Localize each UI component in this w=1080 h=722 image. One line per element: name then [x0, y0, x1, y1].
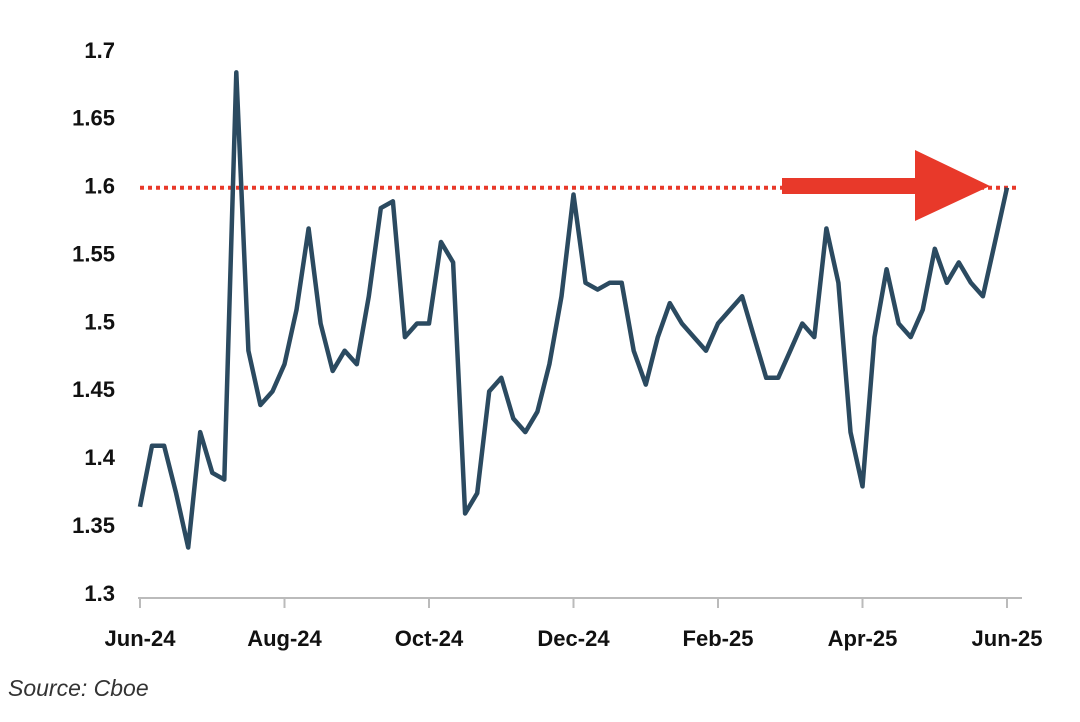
- x-tick-label: Dec-24: [537, 626, 610, 651]
- data-line: [137, 70, 1010, 550]
- x-tick-label: Jun-24: [105, 626, 177, 651]
- x-tick-label: Oct-24: [395, 626, 464, 651]
- x-tick-label: Feb-25: [683, 626, 754, 651]
- y-tick-label: 1.65: [72, 106, 115, 131]
- y-tick-label: 1.5: [84, 309, 115, 334]
- arrow: [782, 150, 990, 221]
- y-tick-label: 1.7: [84, 38, 115, 63]
- x-tick-label: Apr-25: [828, 626, 898, 651]
- y-tick-label: 1.55: [72, 241, 115, 266]
- y-tick-label: 1.4: [84, 445, 115, 470]
- y-tick-label: 1.6: [84, 174, 115, 199]
- x-tick-label: Aug-24: [247, 626, 322, 651]
- source: Source: Cboe: [8, 675, 149, 701]
- y-tick-label: 1.45: [72, 377, 115, 402]
- y-tick-label: 1.3: [84, 581, 115, 606]
- x-tick-label: Jun-25: [972, 626, 1043, 651]
- y-tick-label: 1.35: [72, 513, 115, 538]
